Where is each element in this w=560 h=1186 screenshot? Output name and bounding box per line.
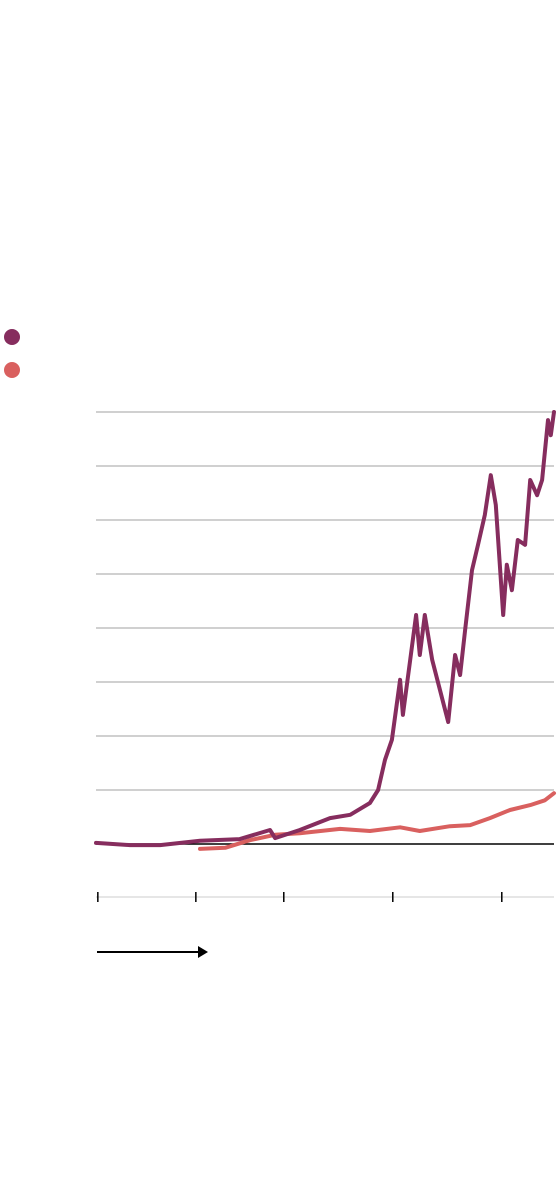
- legend-swatch: [4, 329, 20, 345]
- line-series: [198, 791, 556, 851]
- line-series: [94, 410, 556, 848]
- arrow-head: [198, 946, 208, 958]
- legend-swatch: [4, 362, 20, 378]
